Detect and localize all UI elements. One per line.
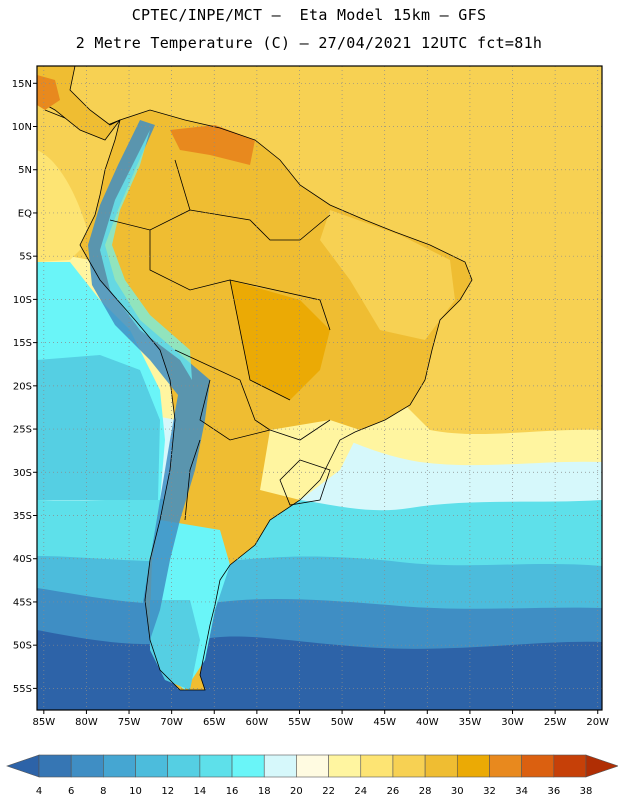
- map-frame: [36, 65, 603, 711]
- lat-label: 10S: [13, 295, 32, 306]
- colorbar-label: 14: [194, 786, 207, 797]
- colorbar-label: 26: [387, 786, 400, 797]
- lon-label: 35W: [459, 717, 482, 728]
- lon-label: 75W: [118, 717, 141, 728]
- central-america-hot: [37, 75, 60, 110]
- colorbar-label: 16: [226, 786, 239, 797]
- central-brazil-hot: [230, 280, 330, 400]
- colorbar-label: 20: [290, 786, 303, 797]
- colorbar-swatch: [328, 754, 362, 778]
- colorbar-label: 34: [515, 786, 528, 797]
- ocean-equatorial-west: [37, 150, 90, 262]
- colorbar-swatch: [70, 754, 104, 778]
- colorbar-label: 4: [36, 786, 42, 797]
- lat-label: 15N: [12, 79, 32, 90]
- lat-label: 45S: [13, 597, 32, 608]
- colorbar-swatch: [103, 754, 136, 778]
- colorbar-swatch: [360, 754, 394, 778]
- lat-label: 40S: [13, 554, 32, 565]
- lon-label: 50W: [331, 717, 354, 728]
- colorbar-label: 38: [580, 786, 593, 797]
- colorbar-swatch: [553, 754, 587, 778]
- colorbar-arrow-low: [6, 754, 40, 778]
- colorbar-swatch: [167, 754, 201, 778]
- lon-label: 45W: [373, 717, 396, 728]
- lon-label: 30W: [501, 717, 524, 728]
- colorbar-swatch: [456, 754, 490, 778]
- lat-label: 55S: [13, 684, 32, 695]
- lon-label: 65W: [203, 717, 226, 728]
- lat-label: 50S: [13, 641, 32, 652]
- colorbar-label: 24: [354, 786, 367, 797]
- colorbar-swatch: [392, 754, 426, 778]
- colorbar-label: 6: [68, 786, 74, 797]
- colorbar-label: 22: [322, 786, 335, 797]
- lat-label: 15S: [13, 338, 32, 349]
- lon-label: 40W: [416, 717, 439, 728]
- colorbar-label: 18: [258, 786, 271, 797]
- lon-label: 80W: [75, 717, 98, 728]
- color-bar: [6, 754, 618, 778]
- map-subtitle: 2 Metre Temperature (C) – 27/04/2021 12U…: [75, 34, 543, 52]
- colorbar-label: 8: [100, 786, 106, 797]
- northeast-warm: [320, 210, 455, 340]
- lon-label: 25W: [544, 717, 567, 728]
- colorbar-swatch: [199, 754, 233, 778]
- south-brazil-mild: [260, 420, 360, 500]
- colorbar-swatch: [231, 754, 265, 778]
- colorbar-label: 28: [419, 786, 432, 797]
- colorbar-swatch: [521, 754, 555, 778]
- lon-label: 20W: [586, 717, 609, 728]
- lat-label: 5S: [19, 252, 32, 263]
- colorbar-arrow-high: [585, 754, 618, 778]
- colorbar-label: 12: [161, 786, 174, 797]
- ocean-pacific-cooler: [37, 355, 160, 500]
- colorbar-label: 30: [451, 786, 464, 797]
- colorbar-swatch: [489, 754, 522, 778]
- lon-label: 70W: [160, 717, 183, 728]
- map-title: CPTEC/INPE/MCT – Eta Model 15km – GFS: [131, 6, 487, 24]
- lon-label: 55W: [288, 717, 311, 728]
- color-bar-labels: 4 6 8 10 12 14 16 18 20 22 24 26 28 30 32 34 36 38: [36, 786, 593, 797]
- lon-label: 60W: [246, 717, 269, 728]
- lat-label: 30S: [13, 468, 32, 479]
- colorbar-swatch: [296, 754, 329, 778]
- lat-label: 20S: [13, 381, 32, 392]
- colorbar-label: 32: [483, 786, 496, 797]
- lat-lon-grid: [37, 66, 602, 710]
- andes-highlight: [100, 130, 192, 380]
- amazon-hot-zone: [170, 125, 255, 165]
- andes-cold: [88, 120, 210, 640]
- colorbar-swatch: [38, 754, 72, 778]
- lat-label: 35S: [13, 511, 32, 522]
- lat-label: EQ: [18, 208, 32, 219]
- axis-ticks: [33, 82, 599, 714]
- longitude-labels: 85W 80W 75W 70W 65W 60W 55W 50W 45W 40W 35W 30W 25W 2…: [33, 717, 610, 728]
- lon-label: 85W: [33, 717, 56, 728]
- lat-label: 25S: [13, 425, 32, 436]
- map-field: [37, 66, 602, 710]
- colorbar-swatch: [263, 754, 297, 778]
- latitude-labels: 15N 10N 5N EQ 5S 10S 15S 20S 25S 30S 35S 40S 45S 50S 5…: [12, 79, 32, 695]
- patagonia-cooler: [150, 600, 200, 690]
- colorbar-swatch: [135, 754, 169, 778]
- colorbar-label: 36: [547, 786, 560, 797]
- lat-label: 5N: [18, 165, 32, 176]
- colorbar-swatch: [424, 754, 458, 778]
- lat-label: 10N: [12, 122, 32, 133]
- colorbar-label: 10: [129, 786, 142, 797]
